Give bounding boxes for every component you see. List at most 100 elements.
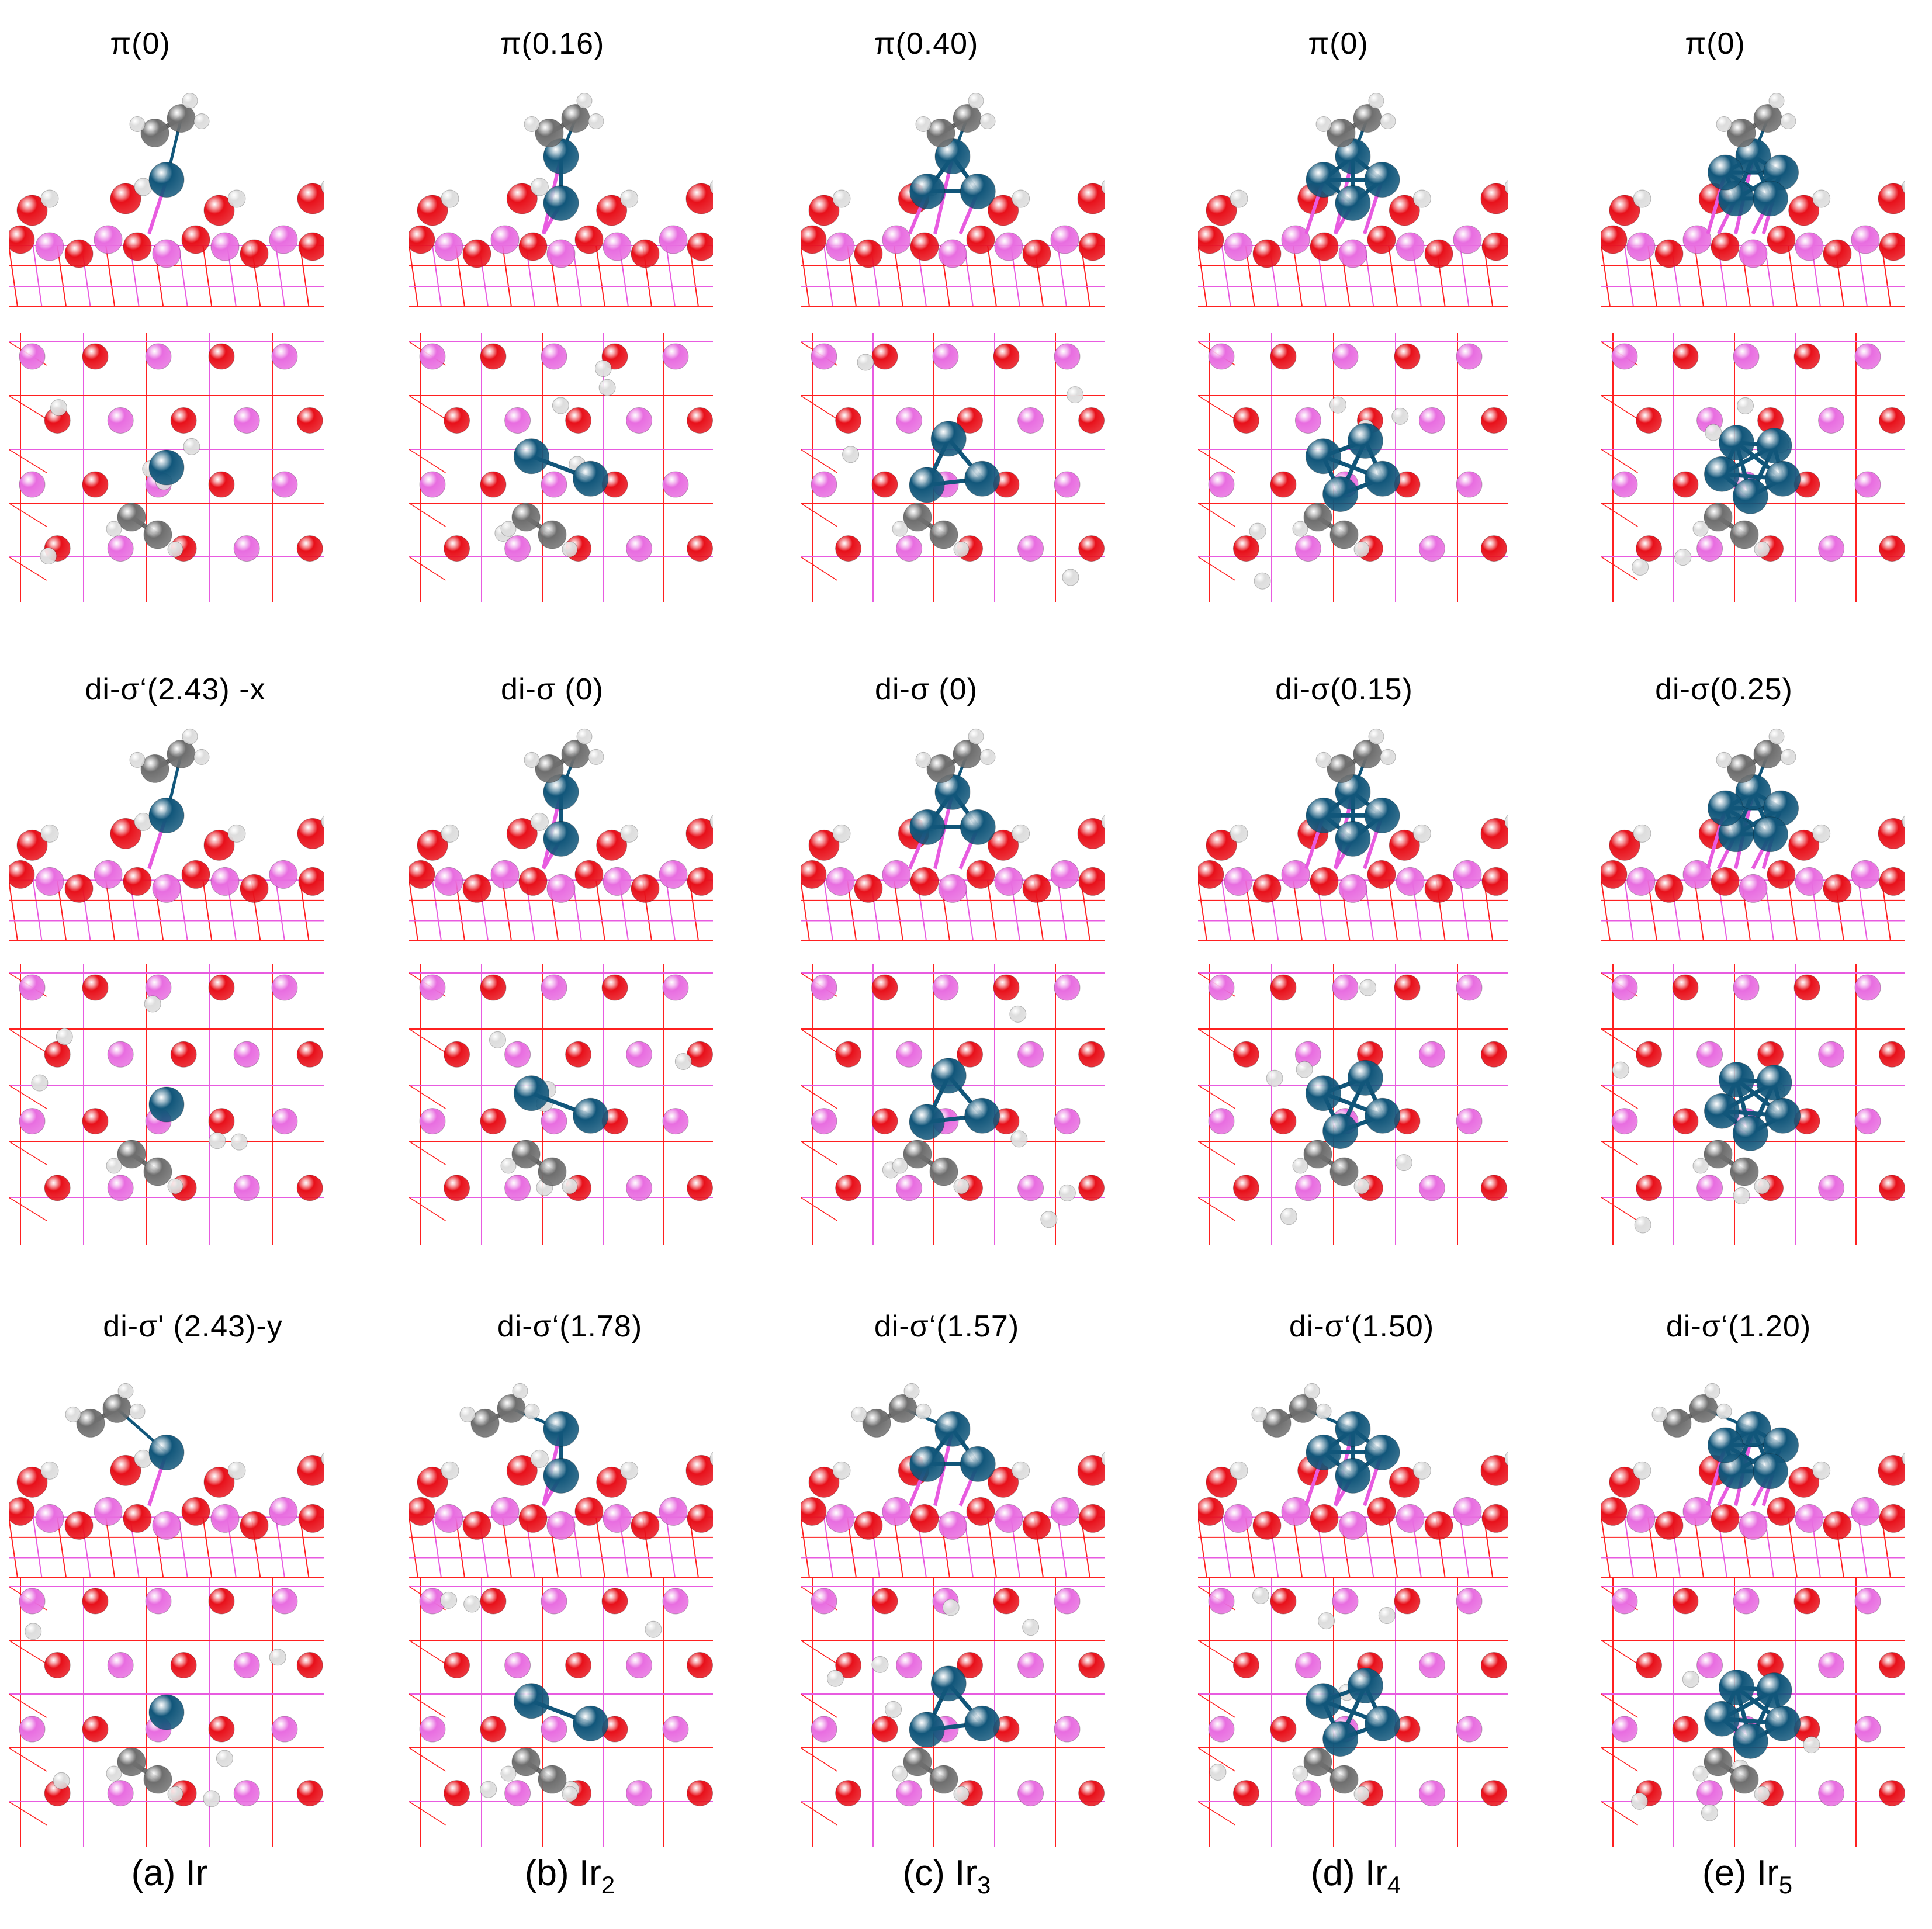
lattice-bond xyxy=(409,395,446,420)
silicon-atom xyxy=(1739,1511,1768,1540)
silicon-atom xyxy=(1611,1716,1638,1743)
hydrogen-atom xyxy=(1692,1158,1709,1174)
silicon-atom xyxy=(1294,1780,1321,1807)
hydrogen-atom xyxy=(524,116,540,132)
lattice-bond xyxy=(105,880,116,941)
carbon-atom xyxy=(470,1408,500,1438)
oxygen-atom xyxy=(801,1497,827,1526)
hydrogen-atom xyxy=(1716,751,1732,768)
oxygen-atom xyxy=(1077,818,1105,849)
silicon-atom xyxy=(1294,407,1321,434)
lattice-bond xyxy=(801,556,837,581)
oxygen-atom xyxy=(631,1511,660,1540)
silicon-atom xyxy=(269,1497,298,1526)
silicon-atom xyxy=(1682,1497,1712,1526)
lattice-bond xyxy=(801,1801,837,1826)
oxygen-atom xyxy=(1672,974,1699,1001)
silicon-atom xyxy=(1851,860,1880,889)
hydrogen-atom xyxy=(1902,180,1905,194)
carbon-atom xyxy=(1730,1157,1759,1186)
label-row2-col5: di-σ(0.25) xyxy=(1655,673,1793,707)
hydrogen-atom xyxy=(321,180,324,194)
silicon-atom xyxy=(662,1716,689,1743)
lattice-bond xyxy=(1601,1801,1638,1826)
lattice-bond xyxy=(1057,880,1067,941)
oxygen-atom xyxy=(1270,1716,1297,1743)
oxygen-atom xyxy=(296,535,323,562)
hydrogen-atom xyxy=(576,728,593,744)
silicon-atom xyxy=(1626,1504,1656,1533)
hydrogen-atom xyxy=(562,1178,578,1194)
lattice-bond xyxy=(1601,1517,1611,1578)
lattice-bond xyxy=(1198,1517,1207,1578)
silicon-atom xyxy=(1818,1041,1845,1068)
lattice-bond xyxy=(1459,245,1470,307)
silicon-atom xyxy=(504,1652,531,1679)
lattice-bond xyxy=(801,1747,837,1772)
iridium-atom xyxy=(1732,1723,1768,1759)
hydrogen-atom xyxy=(1380,749,1396,765)
oxygen-atom xyxy=(1879,867,1905,896)
iridium-atom xyxy=(909,467,945,503)
oxygen-atom xyxy=(298,867,324,896)
oxygen-atom xyxy=(687,232,713,261)
hydrogen-atom xyxy=(1768,93,1785,109)
hydrogen-atom xyxy=(321,815,324,829)
oxygen-atom xyxy=(296,1780,323,1807)
hydrogen-atom xyxy=(968,93,984,109)
oxygen-atom xyxy=(801,225,827,254)
iridium-atom xyxy=(1305,438,1341,475)
hydrogen-atom xyxy=(942,1599,960,1616)
carbon-atom xyxy=(1704,1140,1733,1169)
carbon-atom xyxy=(1262,1408,1292,1438)
hydrogen-atom xyxy=(915,751,932,768)
oxygen-atom xyxy=(1636,407,1663,434)
silicon-atom xyxy=(1294,535,1321,562)
lattice-bond xyxy=(801,1085,837,1109)
side-view-row3-col5 xyxy=(1601,1362,1905,1578)
silicon-atom xyxy=(626,1041,653,1068)
silicon-atom xyxy=(1294,1652,1321,1679)
oxygen-atom xyxy=(685,818,713,849)
silicon-atom xyxy=(1017,1041,1044,1068)
oxygen-atom xyxy=(123,232,152,261)
silicon-atom xyxy=(145,343,172,370)
oxygen-atom xyxy=(1609,829,1640,861)
silicon-atom xyxy=(1396,232,1425,261)
silicon-atom xyxy=(811,1716,837,1743)
hydrogen-atom xyxy=(227,189,246,208)
iridium-atom xyxy=(1347,1059,1383,1096)
label-row2-col4: di-σ(0.15) xyxy=(1275,673,1413,707)
silicon-atom xyxy=(659,225,688,254)
silicon-atom xyxy=(35,1504,64,1533)
hydrogen-atom xyxy=(1359,979,1377,996)
lattice-bond xyxy=(801,1141,837,1165)
lattice-bond xyxy=(1601,1085,1638,1109)
silicon-atom xyxy=(107,407,134,434)
silicon-atom xyxy=(994,867,1023,896)
carbon-atom xyxy=(538,1765,567,1794)
hydrogen-atom xyxy=(40,189,59,208)
oxygen-atom xyxy=(1198,860,1224,889)
lattice-bond xyxy=(409,1141,446,1165)
oxygen-atom xyxy=(1793,974,1820,1001)
oxygen-atom xyxy=(808,829,840,861)
iridium-atom xyxy=(1719,1670,1755,1706)
carbon-atom xyxy=(1329,1765,1359,1794)
hydrogen-atom xyxy=(500,521,517,537)
top-view-row3-col3 xyxy=(801,1578,1105,1847)
lattice-bond xyxy=(9,1028,47,1053)
silicon-atom xyxy=(107,1780,134,1807)
lattice-bond xyxy=(1601,1640,1638,1664)
oxygen-atom xyxy=(1424,239,1453,268)
hydrogen-atom xyxy=(857,354,874,371)
silicon-atom xyxy=(233,1780,260,1807)
iridium-atom xyxy=(543,185,579,221)
carbon-atom xyxy=(903,1140,932,1169)
silicon-atom xyxy=(1208,471,1235,498)
hydrogen-atom xyxy=(1058,1184,1076,1201)
hydrogen-atom xyxy=(1633,824,1651,843)
hydrogen-atom xyxy=(620,1461,639,1480)
silicon-atom xyxy=(932,974,959,1001)
side-view-row1-col4 xyxy=(1198,88,1508,307)
